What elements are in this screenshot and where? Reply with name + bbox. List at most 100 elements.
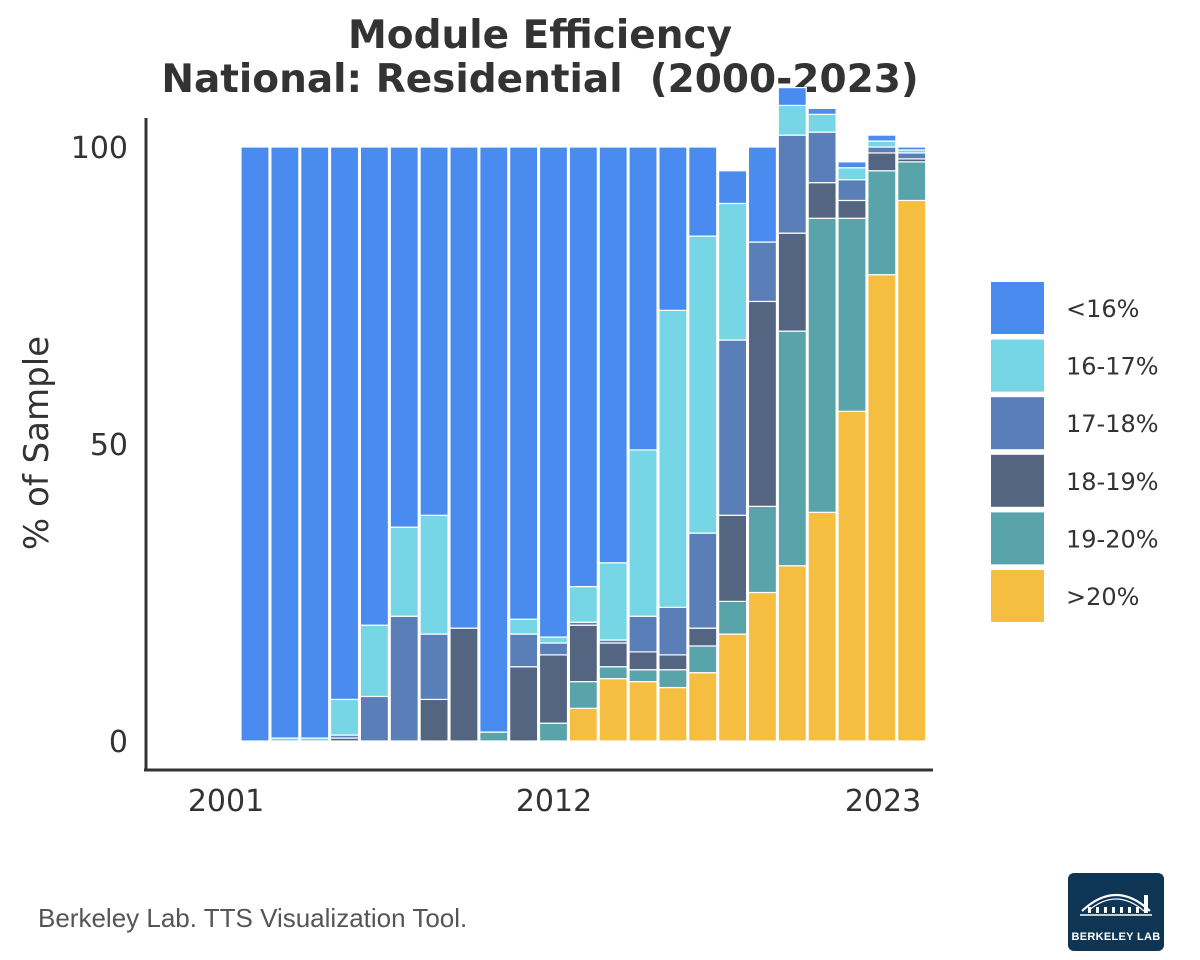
bar-2014-17-18% — [628, 615, 658, 653]
legend-swatch-5 — [991, 512, 1044, 565]
bar-2020-gt20% — [807, 511, 837, 742]
bar-2016-18-19% — [688, 627, 718, 647]
bar-2020-16-17% — [807, 113, 837, 133]
bar-2022-gt20% — [867, 274, 897, 742]
bar-2017-19-20% — [717, 600, 748, 635]
bar-2018-lt16% — [747, 146, 778, 243]
y-tick-label-50: 50 — [90, 428, 128, 463]
legend-swatch-6 — [991, 570, 1044, 622]
legend: <16% 16-17% 17-18% 18-19% 19-20% >20% — [991, 282, 1159, 622]
bar-2016-17-18% — [688, 532, 718, 629]
bar-2018-19-20% — [747, 505, 778, 594]
bar-2010-16-17% — [509, 618, 539, 635]
bar-2013-19-20% — [598, 666, 628, 680]
bar-2018-17-18% — [747, 241, 778, 303]
bar-2017-gt20% — [717, 633, 748, 742]
bar-2022-16-17% — [867, 140, 897, 148]
bar-2012-gt20% — [568, 707, 598, 742]
bar-2021-19-20% — [837, 217, 867, 412]
bar-2019-17-18% — [777, 134, 807, 234]
bar-2015-18-19% — [658, 654, 688, 671]
bar-2016-lt16% — [688, 146, 718, 237]
bar-2008-18-19% — [449, 627, 479, 742]
bar-2022-lt16% — [867, 134, 897, 142]
legend-label-1: <16% — [1066, 295, 1139, 323]
bar-2011-18-19% — [538, 654, 569, 724]
y-tick-label-0: 0 — [109, 725, 128, 760]
bar-2004-lt16% — [329, 146, 360, 701]
bar-2017-16-17% — [717, 202, 748, 341]
bar-2003-lt16% — [300, 146, 330, 739]
bar-2011-16-17% — [538, 636, 569, 644]
bar-2010-lt16% — [509, 146, 539, 620]
bar-2022-19-20% — [867, 170, 897, 276]
bar-2005-lt16% — [359, 146, 389, 626]
bar-2010-17-18% — [509, 633, 539, 668]
bar-2017-lt16% — [717, 170, 748, 205]
bar-2021-18-19% — [837, 199, 867, 219]
x-tick-label-2012: 2012 — [516, 784, 592, 819]
bar-2002-lt16% — [270, 146, 300, 739]
bar-2017-18-19% — [717, 514, 748, 603]
bar-2014-18-19% — [628, 651, 658, 671]
bar-2015-gt20% — [658, 686, 688, 742]
bar-2018-gt20% — [747, 591, 778, 742]
bar-2018-18-19% — [747, 300, 778, 507]
bar-2008-lt16% — [449, 146, 479, 629]
building-icon — [1080, 893, 1152, 916]
bar-2022-18-19% — [867, 152, 897, 172]
y-tick-label-100: 100 — [71, 131, 128, 166]
logo-text: BERKELEY LAB — [1071, 931, 1161, 943]
bars-group — [240, 86, 927, 742]
bar-2015-lt16% — [658, 146, 688, 311]
bar-2021-16-17% — [837, 167, 867, 181]
bar-2005-17-18% — [359, 695, 389, 742]
bar-2009-lt16% — [479, 146, 509, 733]
bar-2013-gt20% — [598, 678, 628, 742]
bar-2019-16-17% — [777, 104, 807, 136]
bar-2023-19-20% — [897, 161, 927, 202]
bar-2006-lt16% — [389, 146, 419, 528]
berkeley-lab-logo: BERKELEY LAB — [1068, 873, 1164, 951]
bar-2020-17-18% — [807, 131, 837, 184]
bar-2022-17-18% — [867, 146, 897, 154]
bar-2014-gt20% — [628, 680, 658, 742]
bar-2012-19-20% — [568, 680, 598, 709]
legend-label-5: 19-20% — [1066, 525, 1159, 553]
bar-2016-gt20% — [688, 672, 718, 742]
bar-2012-18-19% — [568, 624, 598, 683]
bar-2021-lt16% — [837, 161, 867, 169]
bar-2019-19-20% — [777, 330, 807, 567]
bar-2015-19-20% — [658, 669, 688, 689]
legend-swatch-4 — [991, 454, 1044, 507]
legend-label-6: >20% — [1066, 583, 1139, 611]
bar-2016-16-17% — [688, 235, 718, 534]
bar-2013-16-17% — [598, 562, 628, 641]
bar-2023-lt16% — [897, 146, 927, 151]
legend-swatch-1 — [991, 282, 1044, 334]
bar-2019-18-19% — [777, 232, 807, 332]
bar-2004-16-17% — [329, 698, 360, 736]
y-axis-label: % of Sample — [17, 336, 57, 550]
bar-2010-18-19% — [509, 666, 539, 742]
bar-2016-19-20% — [688, 645, 718, 674]
bar-2019-gt20% — [777, 565, 807, 742]
bar-2014-19-20% — [628, 669, 658, 683]
bar-2020-18-19% — [807, 182, 837, 219]
bar-2007-lt16% — [419, 146, 449, 516]
legend-label-3: 17-18% — [1066, 410, 1159, 438]
bar-2012-16-17% — [568, 585, 598, 623]
bar-2009-19-20% — [479, 731, 509, 742]
bar-2006-17-18% — [389, 615, 419, 742]
bar-2014-16-17% — [628, 449, 658, 617]
bar-2007-16-17% — [419, 514, 449, 635]
bar-2023-gt20% — [897, 199, 927, 742]
x-tick-label-2001: 2001 — [188, 784, 264, 819]
bar-2012-lt16% — [568, 146, 598, 588]
bar-2019-lt16% — [777, 86, 807, 107]
bar-2015-16-17% — [658, 309, 688, 608]
bar-2020-lt16% — [807, 107, 837, 115]
bar-2015-17-18% — [658, 606, 688, 656]
bar-2007-17-18% — [419, 633, 449, 701]
